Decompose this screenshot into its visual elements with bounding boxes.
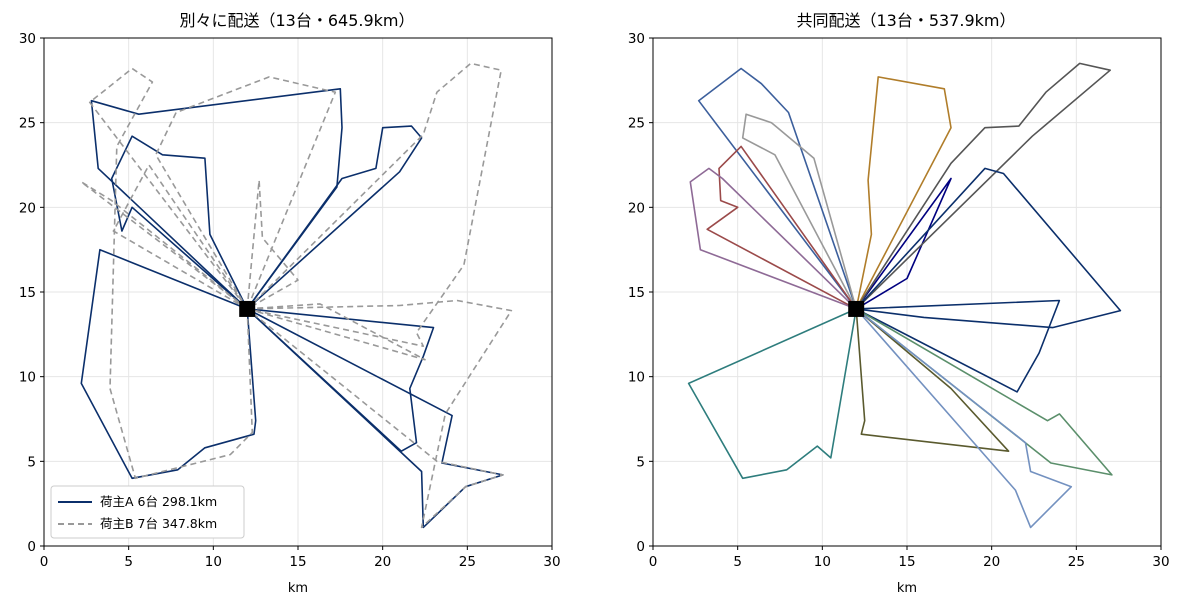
y-tick-label: 20 <box>628 200 645 216</box>
y-tick-label: 25 <box>19 116 36 132</box>
y-tick-label: 5 <box>27 454 36 470</box>
y-tick-label: 20 <box>19 200 36 216</box>
chart-left-xlabel: km <box>288 581 308 596</box>
chart-left-routes <box>80 62 513 529</box>
route-joint-delivery <box>697 67 857 310</box>
chart-left-ticks: 0 5 10 15 20 25 30 0 5 10 15 20 25 30 <box>19 31 561 570</box>
route-shipper-b <box>246 62 503 348</box>
route-joint-delivery <box>855 308 1010 453</box>
route-shipper-b <box>155 76 337 310</box>
route-joint-delivery <box>741 113 857 310</box>
chart-right-routes <box>687 62 1122 529</box>
y-tick-label: 5 <box>636 454 645 470</box>
legend-label-a: 荷主A 6台 298.1km <box>100 494 217 509</box>
y-tick-label: 30 <box>628 31 645 47</box>
route-joint-delivery <box>706 145 857 310</box>
route-shipper-a <box>246 308 504 529</box>
x-tick-label: 15 <box>898 554 915 570</box>
x-tick-label: 5 <box>124 554 133 570</box>
chart-left: 別々に配送（13台・645.9km） 0 5 10 15 20 25 30 0 5 10 15 20 2… <box>19 11 561 596</box>
x-tick-label: 0 <box>40 554 49 570</box>
y-tick-label: 0 <box>27 539 36 555</box>
y-tick-label: 30 <box>19 31 36 47</box>
route-shipper-b <box>112 164 248 310</box>
depot-square <box>239 300 256 317</box>
route-joint-delivery <box>855 308 1113 476</box>
chart-left-depot-marker <box>239 300 256 317</box>
chart-right: 共同配送（13台・537.9km） 0 5 10 15 20 25 30 0 5 10 15 20 25… <box>628 11 1170 596</box>
x-tick-label: 30 <box>1152 554 1169 570</box>
x-tick-label: 25 <box>459 554 476 570</box>
chart-right-depot-marker <box>848 300 865 317</box>
route-joint-delivery <box>687 308 857 480</box>
route-shipper-a <box>80 248 257 480</box>
x-tick-label: 30 <box>543 554 560 570</box>
x-tick-label: 10 <box>814 554 831 570</box>
route-shipper-a <box>90 88 343 310</box>
route-shipper-a <box>110 135 248 310</box>
x-tick-label: 0 <box>649 554 658 570</box>
route-joint-delivery <box>855 177 952 310</box>
x-tick-label: 20 <box>983 554 1000 570</box>
route-shipper-a <box>246 308 435 453</box>
legend-label-b: 荷主B 7台 347.8km <box>100 516 217 531</box>
route-joint-delivery <box>689 167 857 310</box>
y-tick-label: 10 <box>19 370 36 386</box>
route-joint-delivery <box>855 62 1111 310</box>
y-tick-label: 15 <box>19 285 36 301</box>
route-shipper-b <box>246 303 426 361</box>
x-tick-label: 25 <box>1068 554 1085 570</box>
chart-left-legend: 荷主A 6台 298.1km 荷主B 7台 347.8km <box>50 485 245 539</box>
route-joint-delivery <box>855 299 1061 393</box>
x-tick-label: 5 <box>733 554 742 570</box>
route-joint-delivery <box>855 308 1073 529</box>
chart-right-xlabel: km <box>897 581 917 596</box>
x-tick-label: 15 <box>289 554 306 570</box>
route-shipper-b <box>246 179 299 310</box>
route-shipper-a <box>246 125 423 310</box>
route-joint-delivery <box>855 167 1122 329</box>
chart-left-title: 別々に配送（13台・645.9km） <box>179 11 414 30</box>
chart-right-title: 共同配送（13台・537.9km） <box>796 11 1015 30</box>
depot-square <box>848 300 865 317</box>
y-tick-label: 15 <box>628 285 645 301</box>
y-tick-label: 10 <box>628 370 645 386</box>
chart-right-ticks: 0 5 10 15 20 25 30 0 5 10 15 20 25 30 <box>628 31 1170 570</box>
route-shipper-b <box>80 181 248 310</box>
x-tick-label: 10 <box>205 554 222 570</box>
route-shipper-b <box>246 299 513 529</box>
x-tick-label: 20 <box>374 554 391 570</box>
y-tick-label: 25 <box>628 116 645 132</box>
route-shipper-b <box>88 67 254 480</box>
y-tick-label: 0 <box>636 539 645 555</box>
route-joint-delivery <box>855 76 952 310</box>
